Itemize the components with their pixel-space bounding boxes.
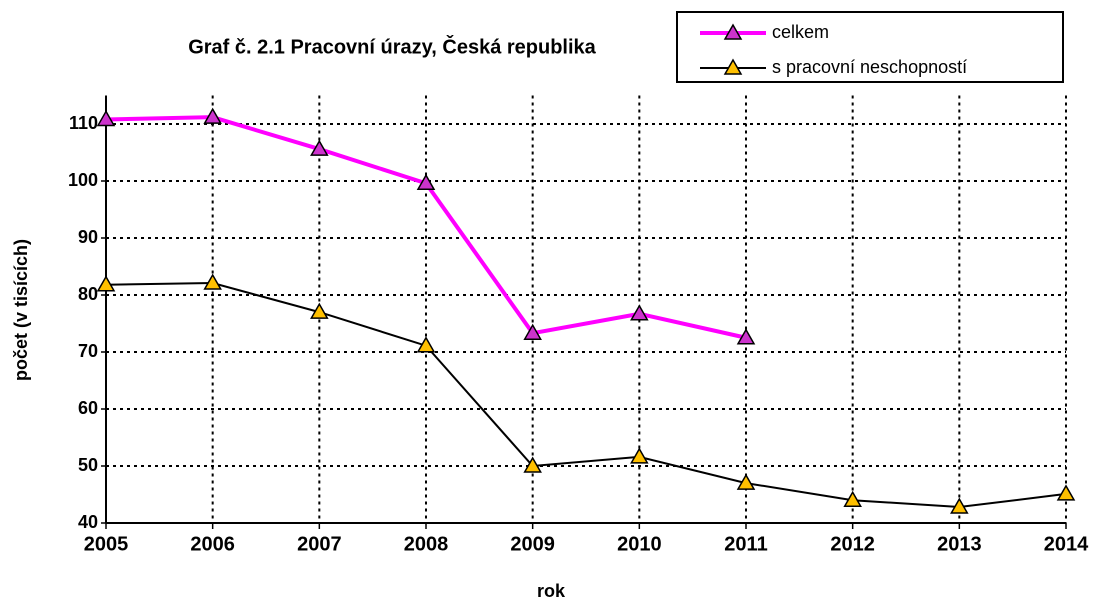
y-tick-label: 100: [68, 170, 98, 190]
y-tick-label: 80: [78, 284, 98, 304]
x-tick-label: 2013: [937, 533, 982, 555]
y-tick-label: 90: [78, 227, 98, 247]
marker: [310, 302, 329, 319]
y-tick-label: 110: [69, 113, 98, 133]
marker: [950, 497, 969, 514]
y-tick-label: 40: [78, 512, 98, 532]
series-line: [105, 282, 1067, 509]
x-tick-label: 2006: [190, 533, 235, 555]
marker: [416, 173, 436, 191]
x-tick-label: 2010: [617, 533, 662, 555]
marker: [523, 323, 542, 340]
legend-label: s pracovní neschopností: [772, 57, 967, 77]
marker: [96, 275, 116, 292]
x-tick-label: 2012: [830, 533, 875, 555]
legend-box: [676, 11, 1064, 83]
y-tick-label: 50: [78, 455, 98, 475]
x-tick-label: 2008: [404, 533, 449, 555]
marker: [1056, 484, 1076, 501]
x-tick-label: 2009: [510, 533, 555, 555]
marker: [203, 273, 222, 290]
legend-marker: [723, 58, 743, 75]
series-line: [105, 115, 747, 340]
chart-title: Graf č. 2.1 Pracovní úrazy, Česká republ…: [188, 34, 596, 58]
marker: [736, 328, 756, 345]
x-tick-label: 2011: [724, 533, 767, 555]
y-tick-label: 70: [78, 341, 98, 361]
y-tick-label: 60: [78, 398, 98, 418]
x-axis-label: rok: [537, 581, 566, 601]
legend-marker: [723, 23, 743, 40]
x-tick-label: 2005: [84, 533, 129, 555]
marker: [843, 490, 862, 507]
marker: [630, 304, 649, 321]
marker: [630, 447, 649, 464]
marker: [523, 456, 542, 473]
y-axis-label: počet (v tisících): [11, 239, 31, 381]
legend-label: celkem: [772, 22, 829, 42]
marker: [736, 473, 756, 490]
marker: [416, 336, 436, 353]
marker: [96, 109, 116, 127]
x-tick-label: 2014: [1044, 533, 1089, 555]
marker: [203, 107, 222, 124]
x-tick-label: 2007: [297, 533, 342, 555]
marker: [310, 139, 329, 156]
